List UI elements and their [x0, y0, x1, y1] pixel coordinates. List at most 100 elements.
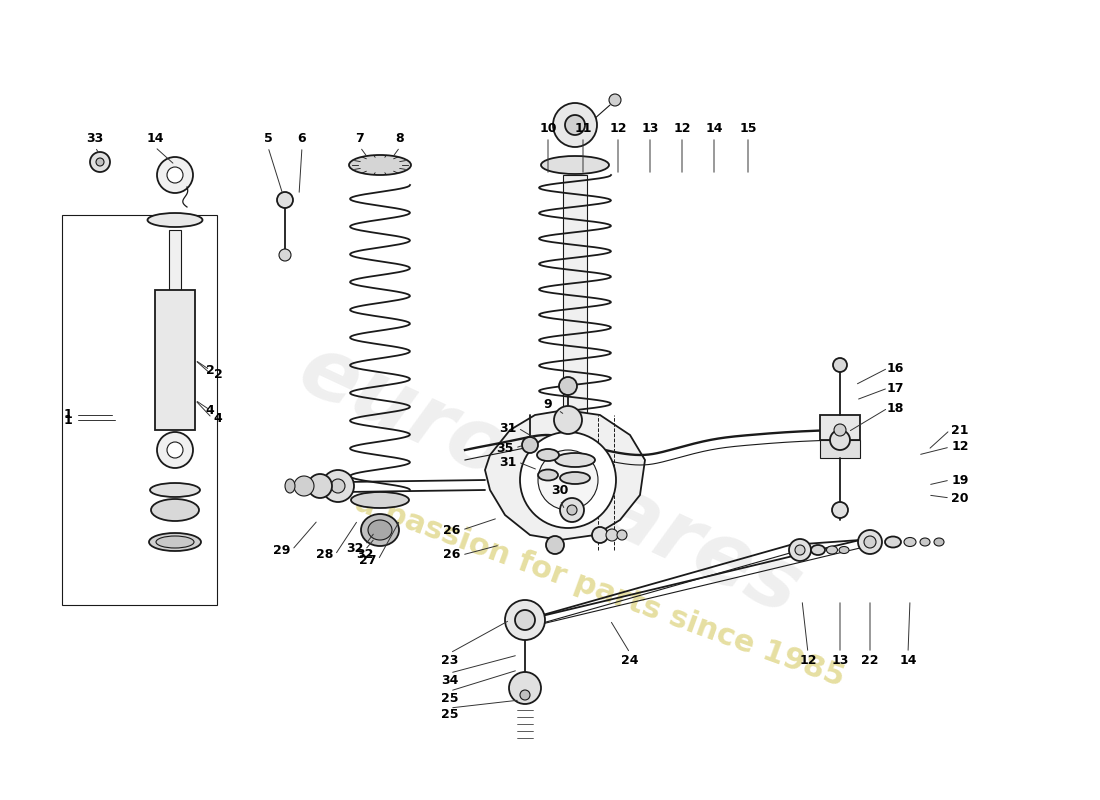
Circle shape — [789, 539, 811, 561]
Text: a passion for parts since 1985: a passion for parts since 1985 — [351, 488, 849, 692]
Circle shape — [554, 406, 582, 434]
Circle shape — [157, 157, 192, 193]
Text: 30: 30 — [551, 483, 569, 497]
Text: 5: 5 — [264, 131, 273, 145]
Circle shape — [592, 527, 608, 543]
Text: 22: 22 — [861, 654, 879, 666]
Text: 25: 25 — [441, 709, 459, 722]
Text: 11: 11 — [574, 122, 592, 134]
Text: 17: 17 — [887, 382, 904, 394]
Text: 12: 12 — [800, 654, 816, 666]
Circle shape — [546, 536, 564, 554]
Circle shape — [515, 610, 535, 630]
Text: 4: 4 — [206, 403, 214, 417]
Text: 35: 35 — [496, 442, 514, 454]
Bar — [169, 230, 182, 290]
Ellipse shape — [811, 545, 825, 555]
Ellipse shape — [537, 449, 559, 461]
Text: 10: 10 — [539, 122, 557, 134]
Circle shape — [617, 530, 627, 540]
Text: 8: 8 — [396, 131, 405, 145]
Bar — [563, 175, 587, 465]
Circle shape — [606, 529, 618, 541]
Ellipse shape — [886, 537, 901, 547]
Ellipse shape — [156, 536, 194, 548]
Ellipse shape — [538, 470, 558, 481]
Text: 4: 4 — [213, 411, 222, 425]
Ellipse shape — [541, 484, 609, 502]
Text: 12: 12 — [609, 122, 627, 134]
Circle shape — [833, 358, 847, 372]
Circle shape — [322, 470, 354, 502]
Ellipse shape — [541, 156, 609, 174]
Polygon shape — [820, 440, 860, 458]
Circle shape — [96, 158, 104, 166]
Circle shape — [553, 103, 597, 147]
Circle shape — [167, 167, 183, 183]
Circle shape — [538, 450, 598, 510]
Ellipse shape — [361, 514, 399, 546]
Ellipse shape — [826, 546, 837, 554]
Text: 14: 14 — [705, 122, 723, 134]
Text: 23: 23 — [441, 654, 459, 666]
Ellipse shape — [349, 155, 411, 175]
Text: 14: 14 — [900, 654, 916, 666]
Circle shape — [559, 377, 578, 395]
Ellipse shape — [556, 453, 595, 467]
Circle shape — [858, 530, 882, 554]
Text: 29: 29 — [273, 543, 290, 557]
Circle shape — [609, 94, 622, 106]
Circle shape — [832, 502, 848, 518]
Ellipse shape — [147, 213, 202, 227]
Circle shape — [279, 249, 292, 261]
Circle shape — [522, 437, 538, 453]
Text: 20: 20 — [952, 491, 969, 505]
Text: 1: 1 — [64, 414, 73, 426]
Circle shape — [505, 600, 544, 640]
Text: 7: 7 — [355, 131, 364, 145]
Circle shape — [795, 545, 805, 555]
Ellipse shape — [560, 472, 590, 484]
Text: 32: 32 — [356, 549, 374, 562]
Circle shape — [520, 432, 616, 528]
Circle shape — [560, 498, 584, 522]
Circle shape — [157, 432, 192, 468]
Text: 27: 27 — [360, 554, 376, 566]
Bar — [62, 215, 217, 605]
Ellipse shape — [368, 520, 392, 540]
Text: 2: 2 — [213, 369, 222, 382]
Text: 12: 12 — [952, 441, 969, 454]
Circle shape — [167, 442, 183, 458]
Ellipse shape — [351, 492, 409, 508]
Text: 21: 21 — [952, 423, 969, 437]
Text: 31: 31 — [499, 455, 517, 469]
Text: eurospares: eurospares — [286, 327, 814, 633]
Circle shape — [566, 505, 578, 515]
Ellipse shape — [151, 499, 199, 521]
Text: 16: 16 — [887, 362, 904, 374]
Ellipse shape — [148, 533, 201, 551]
Text: 28: 28 — [317, 549, 333, 562]
Text: 24: 24 — [621, 654, 639, 666]
Circle shape — [520, 690, 530, 700]
Text: 34: 34 — [441, 674, 459, 686]
Text: 13: 13 — [832, 654, 849, 666]
Ellipse shape — [904, 538, 916, 546]
Bar — [155, 290, 195, 430]
Polygon shape — [820, 415, 860, 440]
Circle shape — [509, 672, 541, 704]
Text: 14: 14 — [146, 131, 164, 145]
Circle shape — [277, 192, 293, 208]
Text: 33: 33 — [87, 131, 103, 145]
Circle shape — [864, 536, 876, 548]
Ellipse shape — [934, 538, 944, 546]
Text: 32: 32 — [346, 542, 364, 554]
Text: 1: 1 — [64, 409, 73, 422]
Circle shape — [90, 152, 110, 172]
Text: 31: 31 — [499, 422, 517, 434]
Text: 15: 15 — [739, 122, 757, 134]
Polygon shape — [485, 410, 645, 540]
Circle shape — [834, 424, 846, 436]
Circle shape — [331, 479, 345, 493]
Ellipse shape — [839, 546, 849, 554]
